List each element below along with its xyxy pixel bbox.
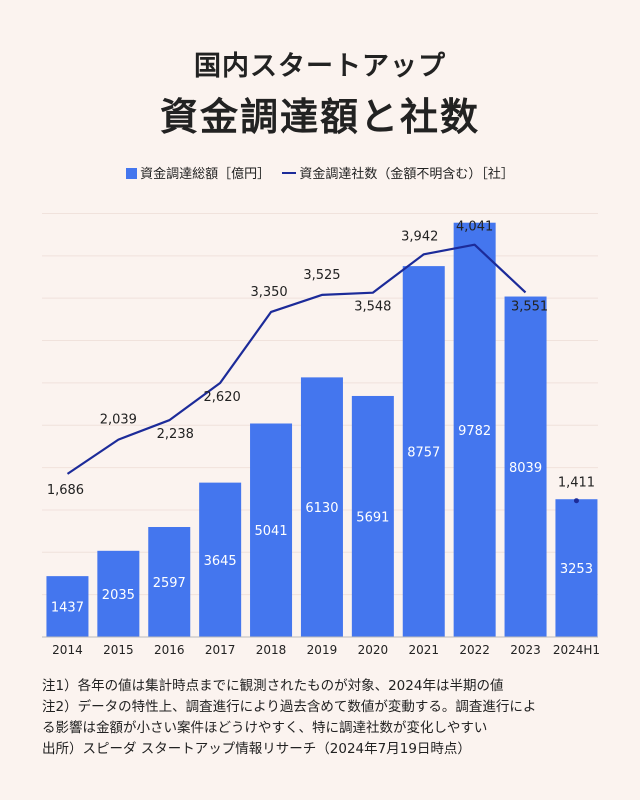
legend-bar-label: 資金調達総額［億円］	[140, 167, 271, 182]
title-line-1: 国内スタートアップ	[194, 51, 446, 82]
x-tick-label-2024H1: 2024H1	[553, 643, 600, 657]
footnotes: 注1）各年の値は集計時点までに観測されたものが対象、2024年は半期の値 注2）…	[42, 676, 602, 760]
bar-2014	[46, 576, 89, 637]
bar-value-label-2017: 3645	[204, 554, 237, 569]
chart-legend: 資金調達総額［億円］ 資金調達社数（金額不明含む）［社］	[0, 163, 640, 182]
bar-value-label-2018: 5041	[255, 524, 288, 539]
footnote-3: る影響は金額が小さい案件ほどうけやすく、特に調達社数が変化しやすい	[42, 720, 488, 736]
bar-2021	[402, 266, 445, 637]
footnote-4: 出所）スピーダ スタートアップ情報リサーチ（2024年7月19日時点）	[42, 741, 471, 757]
x-tick-label-2021: 2021	[408, 643, 439, 657]
x-tick-label-2017: 2017	[205, 643, 236, 657]
line-series-company-count	[66, 243, 527, 475]
bar-value-label-2016: 2597	[153, 576, 186, 591]
line-value-label-2017: 2,620	[204, 390, 241, 405]
x-tick-label-2020: 2020	[358, 643, 389, 657]
bar-2017	[199, 482, 242, 637]
line-value-label-2021: 3,942	[401, 229, 438, 244]
legend-bar-swatch	[126, 168, 138, 179]
footnote-2: 注2）データの特性上、調査進行により過去含めて数値が変動する。調査進行によ	[42, 699, 537, 715]
line-point-2024H1	[573, 498, 579, 504]
bar-2023	[504, 296, 547, 637]
x-tick-label-2015: 2015	[103, 643, 134, 657]
line-value-label-2023: 3,551	[511, 299, 548, 314]
bar-value-label-2014: 1437	[51, 601, 84, 616]
bar-2022	[453, 222, 496, 637]
legend-line-label: 資金調達社数（金額不明含む）［社］	[299, 167, 514, 182]
x-tick-label-2022: 2022	[459, 643, 490, 657]
line-value-label-2015: 2,039	[100, 413, 137, 428]
bar-2020	[351, 395, 394, 637]
x-tick-label-2016: 2016	[154, 643, 185, 657]
bar-value-label-2020: 5691	[356, 510, 389, 525]
line-value-label-2014: 1,686	[47, 483, 84, 498]
legend-item-line: 資金調達社数（金額不明含む）［社］	[282, 163, 514, 182]
bar-2016	[148, 527, 191, 637]
bar-value-label-2019: 6130	[305, 501, 338, 516]
bar-value-label-2022: 9782	[458, 424, 491, 439]
line-value-label-2020: 3,548	[354, 300, 391, 315]
x-tick-label-2019: 2019	[307, 643, 338, 657]
bar-2024H1	[555, 499, 598, 637]
x-tick-label-2018: 2018	[256, 643, 287, 657]
x-tick-label-2023: 2023	[510, 643, 541, 657]
bar-value-label-2024H1: 3253	[560, 562, 593, 577]
footnote-1: 注1）各年の値は集計時点までに観測されたものが対象、2024年は半期の値	[42, 678, 504, 694]
line-value-label-2024H1: 1,411	[558, 476, 595, 491]
legend-line-swatch	[282, 172, 297, 174]
bar-2018	[250, 423, 293, 637]
legend-item-bar: 資金調達総額［億円］	[126, 163, 270, 182]
bar-value-label-2015: 2035	[102, 588, 135, 603]
bar-value-label-2021: 8757	[407, 446, 440, 461]
line-value-label-2016: 2,238	[157, 427, 194, 442]
line-value-label-2019: 3,525	[303, 268, 340, 283]
bar-2015	[97, 550, 140, 637]
x-tick-label-2014: 2014	[52, 643, 83, 657]
line-value-label-2022: 4,041	[456, 220, 493, 235]
title-line-2: 資金調達額と社数	[159, 95, 480, 139]
bar-2019	[300, 377, 343, 637]
bar-value-label-2023: 8039	[509, 461, 542, 476]
line-value-label-2018: 3,350	[250, 285, 287, 300]
